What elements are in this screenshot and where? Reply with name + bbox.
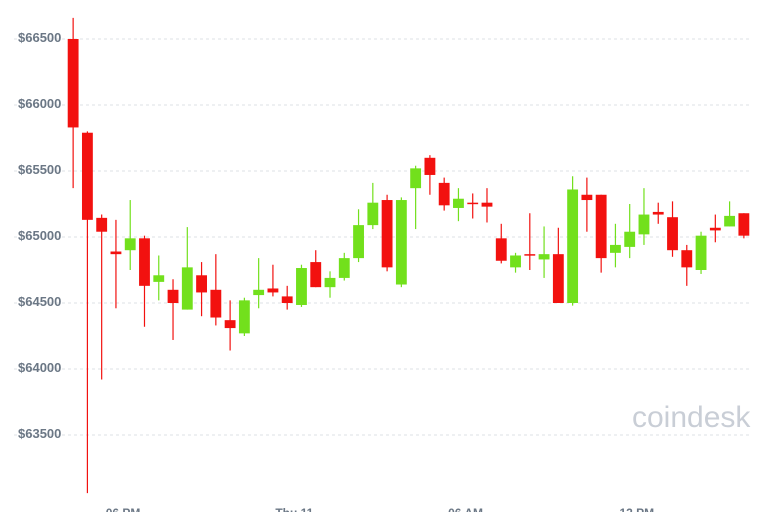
candle-body (296, 268, 307, 305)
candle-body (238, 300, 250, 334)
candle-body (224, 320, 236, 329)
candle-body (552, 254, 564, 303)
candle-body (181, 267, 193, 310)
candle-body (338, 258, 350, 278)
candle-body (624, 231, 636, 247)
y-tick-label: $64000 (18, 360, 61, 375)
candle-body (167, 289, 179, 303)
candle-body (381, 200, 393, 268)
candle-body (538, 254, 550, 260)
candle-body (196, 275, 207, 293)
candle-body (567, 189, 579, 303)
x-tick-label: 06 AM (448, 506, 483, 512)
candle-body (124, 238, 136, 251)
candle-body (524, 254, 536, 256)
candle-body (395, 200, 407, 285)
candle-body (738, 213, 750, 236)
candle-body (67, 39, 79, 128)
candle-body (353, 225, 364, 259)
candle-body (581, 194, 593, 201)
candle-body (510, 255, 521, 268)
candle-body (81, 132, 93, 220)
candle-body (96, 217, 108, 232)
candle-body (424, 157, 436, 175)
y-tick-label: $65000 (18, 228, 61, 243)
candle-body (367, 202, 379, 226)
watermark: coindesk (632, 401, 751, 434)
candle-body (438, 182, 450, 206)
candle-body (467, 202, 479, 205)
candle-body (495, 238, 507, 261)
candle-body (281, 296, 293, 303)
candle-body (595, 194, 607, 259)
candle-body (310, 262, 322, 288)
y-tick-label: $66000 (18, 96, 61, 111)
candle-body (453, 198, 464, 208)
y-tick-label: $66500 (18, 30, 61, 45)
candle-body (153, 275, 165, 282)
candle-body (638, 214, 650, 235)
y-tick-label: $64500 (18, 294, 61, 309)
y-tick-label: $65500 (18, 162, 61, 177)
candle-body (667, 217, 678, 251)
candle-body (681, 250, 693, 268)
candle-body (709, 227, 721, 231)
candle-body (267, 288, 279, 293)
candle-body (139, 238, 150, 286)
candle-body (253, 289, 265, 296)
candle-body (210, 289, 222, 318)
candle-body (324, 277, 336, 288)
grid-layer (14, 38, 751, 436)
candle-body (110, 251, 122, 255)
candle-body (724, 215, 736, 227)
candle-body (652, 211, 664, 215)
candle-body (695, 235, 707, 270)
x-tick-label: 06 PM (106, 506, 141, 512)
candle-body (410, 168, 422, 189)
y-tick-label: $63500 (18, 426, 61, 441)
candle-body (481, 202, 493, 207)
x-tick-label: Thu 11 (275, 506, 313, 512)
x-tick-label: 12 PM (619, 506, 654, 512)
candle-body (610, 244, 621, 253)
